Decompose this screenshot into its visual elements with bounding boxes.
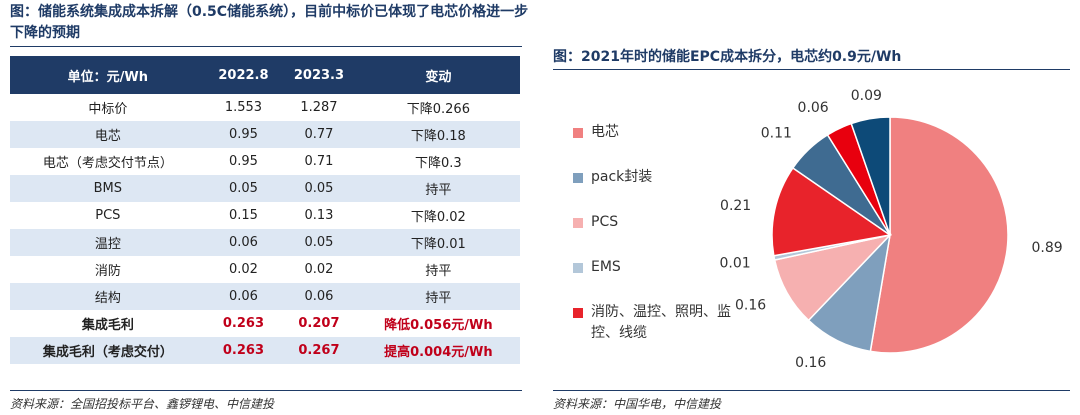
table-cell: 降低0.056元/Wh [384,318,493,333]
table-row: 中标价 1.553 1.287 下降0.266 [10,94,520,121]
table-cell: 下降0.01 [356,229,520,256]
legend-swatch [573,173,583,183]
table-cell: 0.06 [205,229,282,256]
table-cell: 温控 [10,229,206,256]
pie-data-label: 0.11 [761,125,792,141]
table-cell: 持平 [356,283,520,310]
left-title-underline [10,46,522,47]
table-cell: 0.15 [228,208,258,223]
right-source-note: 资料来源：中国华电，中信建投 [553,397,722,411]
table-cell: 0.263 [205,337,282,364]
table-cell: 0.95 [228,154,258,169]
pie-slice [869,116,1009,354]
pie-data-label: 0.16 [795,355,826,371]
pie-data-label: 0.09 [851,88,882,104]
legend-item: 消防、温控、照明、监控、线缆 [573,304,743,344]
table-cell: 0.02 [228,262,258,277]
table-cell: 0.13 [304,208,334,223]
table-cell: 下降0.266 [406,102,470,117]
pie-slice [850,116,891,236]
table-row: 集成毛利 0.263 0.207 降低0.056元/Wh [10,310,520,337]
table-cell: 持平 [425,264,452,279]
table-cell: 0.05 [205,175,282,202]
table-cell: 结构 [10,283,206,310]
legend-item: pack封装 [573,169,743,188]
legend-label: pack封装 [591,169,653,185]
table-cell: 0.263 [222,316,264,331]
table-cell: PCS [95,208,121,223]
legend-swatch [573,263,583,273]
table-cell: 0.05 [281,229,357,256]
table-cell: 1.553 [224,100,263,115]
table-cell: 集成毛利 [81,318,134,333]
table-cell: 0.207 [298,316,340,331]
table-cell: 0.71 [304,154,334,169]
table-cell: 电芯（考虑交付节点） [42,156,173,171]
table-cell: 下降0.3 [415,156,462,171]
legend-swatch [573,128,583,138]
table-cell: 0.06 [281,283,357,310]
table-cell: 0.06 [205,283,282,310]
left-source-note: 资料来源：全国招投标平台、鑫锣锂电、中信建投 [10,397,275,411]
table-cell: BMS [10,175,206,202]
header-2022: 2022.8 [205,56,282,94]
left-bottom-rule [10,390,522,391]
table-cell: 0.05 [281,175,357,202]
right-bottom-rule [553,390,1070,391]
table-row: 温控 0.06 0.05 下降0.01 [10,229,520,256]
table-row: PCS 0.15 0.13 下降0.02 [10,202,520,229]
legend-label: EMS [591,259,621,275]
header-change: 变动 [356,56,520,94]
table-row: 消防 0.02 0.02 持平 [10,256,520,283]
table-cell: 消防 [94,264,121,279]
table-cell: 下降0.18 [356,121,520,148]
table-cell: 1.287 [300,100,338,115]
table-cell: 集成毛利（考虑交付） [10,337,206,364]
table-header-row: 单位：元/Wh 2022.8 2023.3 变动 [10,56,520,94]
right-figure-title: 图：2021年时的储能EPC成本拆分，电芯约0.9元/Wh [553,49,902,65]
table-cell: 提高0.004元/Wh [356,337,520,364]
pie-slice [771,166,892,257]
legend-swatch [573,218,583,228]
table-cell: 0.95 [205,121,282,148]
legend-item: PCS [573,214,743,233]
pie-data-label: 0.06 [798,100,829,116]
legend-swatch [573,308,583,318]
table-cell: 持平 [356,175,520,202]
right-title-underline [553,69,1070,70]
legend-label: PCS [591,214,619,230]
pie-data-label: 0.21 [720,198,751,214]
header-2023: 2023.3 [281,56,357,94]
table-cell: 0.02 [304,262,334,277]
left-figure-title: 图：储能系统集成成本拆解（0.5C储能系统），目前中标价已体现了电芯价格进一步下… [10,4,529,41]
legend-label: 电芯 [591,124,619,140]
table-cell: 中标价 [88,102,128,117]
table-cell: 0.77 [281,121,357,148]
table-row: 电芯（考虑交付节点） 0.95 0.71 下降0.3 [10,148,520,175]
table-row: BMS 0.05 0.05 持平 [10,175,520,202]
cost-breakdown-table: 单位：元/Wh 2022.8 2023.3 变动 中标价 1.553 1.287 下降… [10,56,520,364]
pie-data-label: 0.01 [720,256,751,272]
table-row: 电芯 0.95 0.77 下降0.18 [10,121,520,148]
pie-legend: 电芯 pack封装 PCS EMS 消防、温控、照明、监控、线缆 [573,124,743,370]
legend-item: EMS [573,259,743,278]
legend-item: 电芯 [573,124,743,143]
legend-label: 消防、温控、照明、监控、线缆 [591,304,731,341]
cost-pie-chart: 0.89 0.16 0.16 0.01 0.21 0.11 0.06 0.09 [720,88,1063,371]
pie-data-label: 0.89 [1032,240,1063,256]
pie-data-label: 0.16 [735,297,766,313]
table-cell: 电芯 [10,121,206,148]
table-cell: 下降0.02 [410,210,466,225]
table-cell: 0.267 [281,337,357,364]
table-row: 结构 0.06 0.06 持平 [10,283,520,310]
header-unit: 单位：元/Wh [10,56,206,94]
table-row: 集成毛利（考虑交付） 0.263 0.267 提高0.004元/Wh [10,337,520,364]
